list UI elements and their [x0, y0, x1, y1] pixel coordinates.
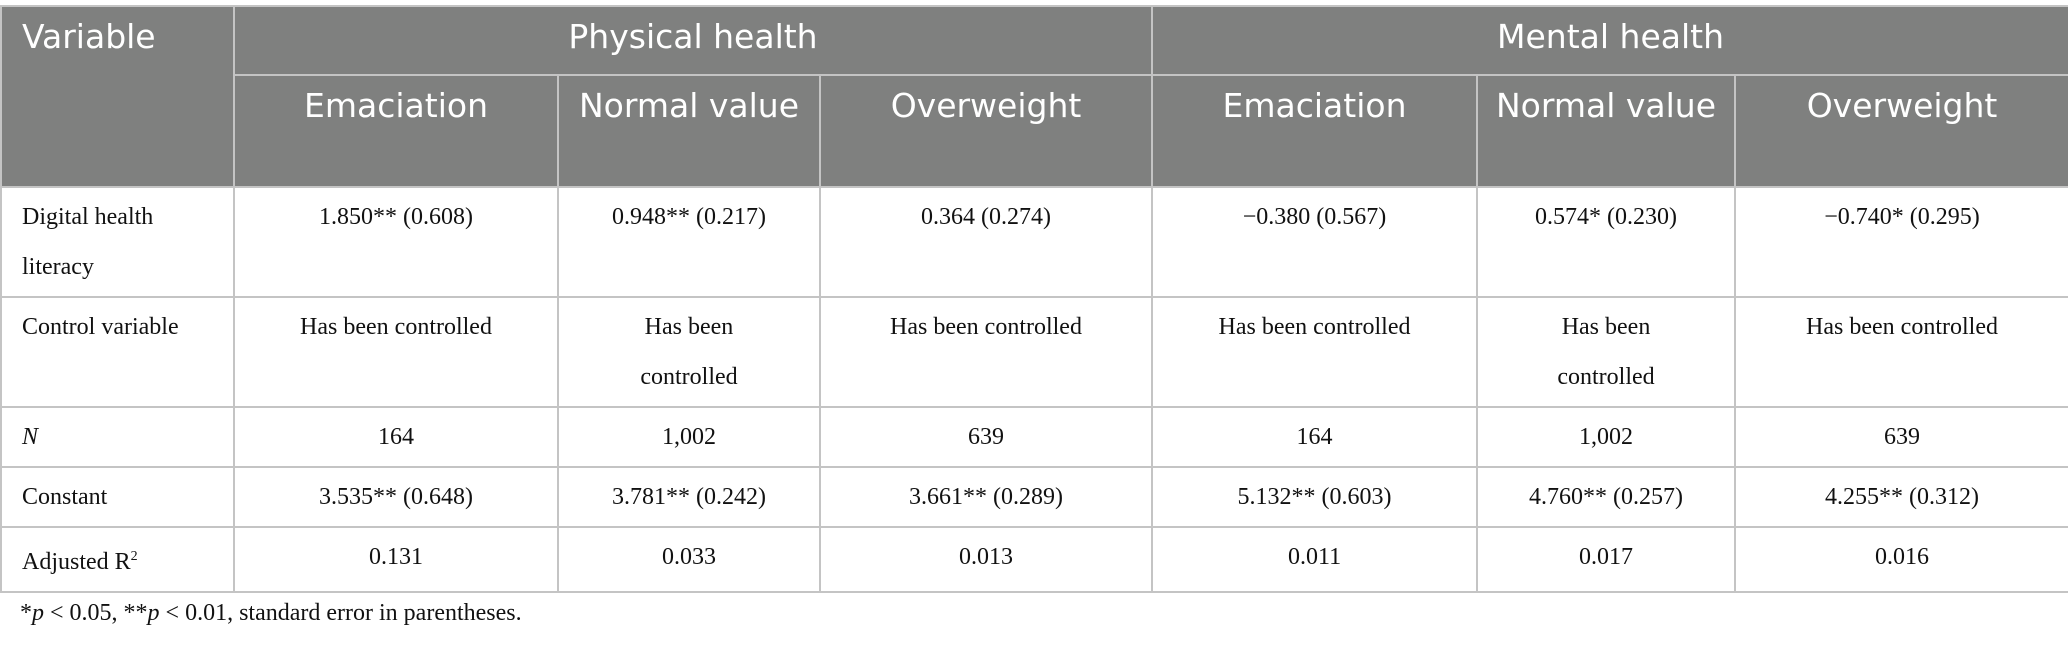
- table-cell: Has been controlled: [1734, 296, 2068, 408]
- table-cell: 5.132** (0.603): [1151, 466, 1479, 528]
- row-label: Constant: [0, 466, 235, 528]
- footnote-italic-p: p: [147, 600, 160, 626]
- table-cell: 4.255** (0.312): [1734, 466, 2068, 528]
- table-cell: 0.574* (0.230): [1476, 186, 1737, 298]
- row-label-text: Adjusted R: [22, 549, 131, 575]
- table-row: Adjusted R2 0.131 0.033 0.013 0.011 0.01…: [0, 526, 2068, 593]
- table-cell: 1.850** (0.608): [233, 186, 559, 298]
- footnote-part: < 0.05, **: [44, 600, 148, 626]
- row-label: Control variable: [0, 296, 235, 408]
- table-cell: Has been controlled: [1476, 296, 1737, 408]
- footnote-italic-p: p: [32, 600, 44, 626]
- table-cell: 3.661** (0.289): [818, 466, 1154, 528]
- table-cell: −0.740* (0.295): [1734, 186, 2068, 298]
- table-cell: 0.011: [1151, 526, 1479, 593]
- row-label: Adjusted R2: [0, 526, 235, 593]
- table-cell: Has been controlled: [818, 296, 1154, 408]
- table-cell: −0.380 (0.567): [1151, 186, 1479, 298]
- table-cell: Has been controlled: [557, 296, 821, 408]
- table-cell: 1,002: [557, 406, 821, 468]
- table-row: Constant 3.535** (0.648) 3.781** (0.242)…: [0, 466, 2068, 528]
- table-row: N 164 1,002 639 164 1,002 639: [0, 406, 2068, 468]
- header-subcolumn: Emaciation: [1151, 74, 1479, 188]
- table-footnote: *p < 0.05, **p < 0.01, standard error in…: [20, 600, 522, 627]
- table-cell: 3.535** (0.648): [233, 466, 559, 528]
- footnote-part: < 0.01, standard error in parentheses.: [159, 600, 522, 626]
- table-cell: 0.016: [1734, 526, 2068, 593]
- table-cell: Has been controlled: [1151, 296, 1479, 408]
- table-row: Digital health literacy 1.850** (0.608) …: [0, 186, 2068, 298]
- table-cell: 164: [1151, 406, 1479, 468]
- header-subcolumn: Emaciation: [233, 74, 559, 188]
- table-cell: 0.017: [1476, 526, 1737, 593]
- header-group-physical-health: Physical health: [232, 5, 1154, 76]
- header-subcolumn: Normal value: [557, 74, 821, 188]
- table-cell: 639: [818, 406, 1154, 468]
- table-cell: 0.364 (0.274): [818, 186, 1154, 298]
- table-row: Control variable Has been controlled Has…: [0, 296, 2068, 408]
- table-cell: 4.760** (0.257): [1476, 466, 1737, 528]
- superscript: 2: [130, 549, 138, 564]
- table-cell: 0.033: [557, 526, 821, 593]
- row-label: N: [0, 406, 235, 468]
- header-group-mental-health: Mental health: [1151, 5, 2068, 76]
- table-cell: 0.131: [233, 526, 559, 593]
- row-label: Digital health literacy: [0, 186, 235, 298]
- table-cell: 164: [233, 406, 559, 468]
- header-subcolumn: Overweight: [1734, 74, 2068, 188]
- table-cell: 639: [1734, 406, 2068, 468]
- footnote-part: *: [20, 600, 32, 626]
- header-subcolumn: Normal value: [1476, 74, 1737, 188]
- header-subcolumn: Overweight: [818, 74, 1154, 188]
- table-cell: Has been controlled: [233, 296, 559, 408]
- table-cell: 0.948** (0.217): [557, 186, 821, 298]
- table-cell: 1,002: [1476, 406, 1737, 468]
- table-cell: 3.781** (0.242): [557, 466, 821, 528]
- header-variable: Variable: [0, 5, 235, 188]
- regression-table: Variable Physical health Mental health E…: [0, 5, 2068, 593]
- table-cell: 0.013: [818, 526, 1154, 593]
